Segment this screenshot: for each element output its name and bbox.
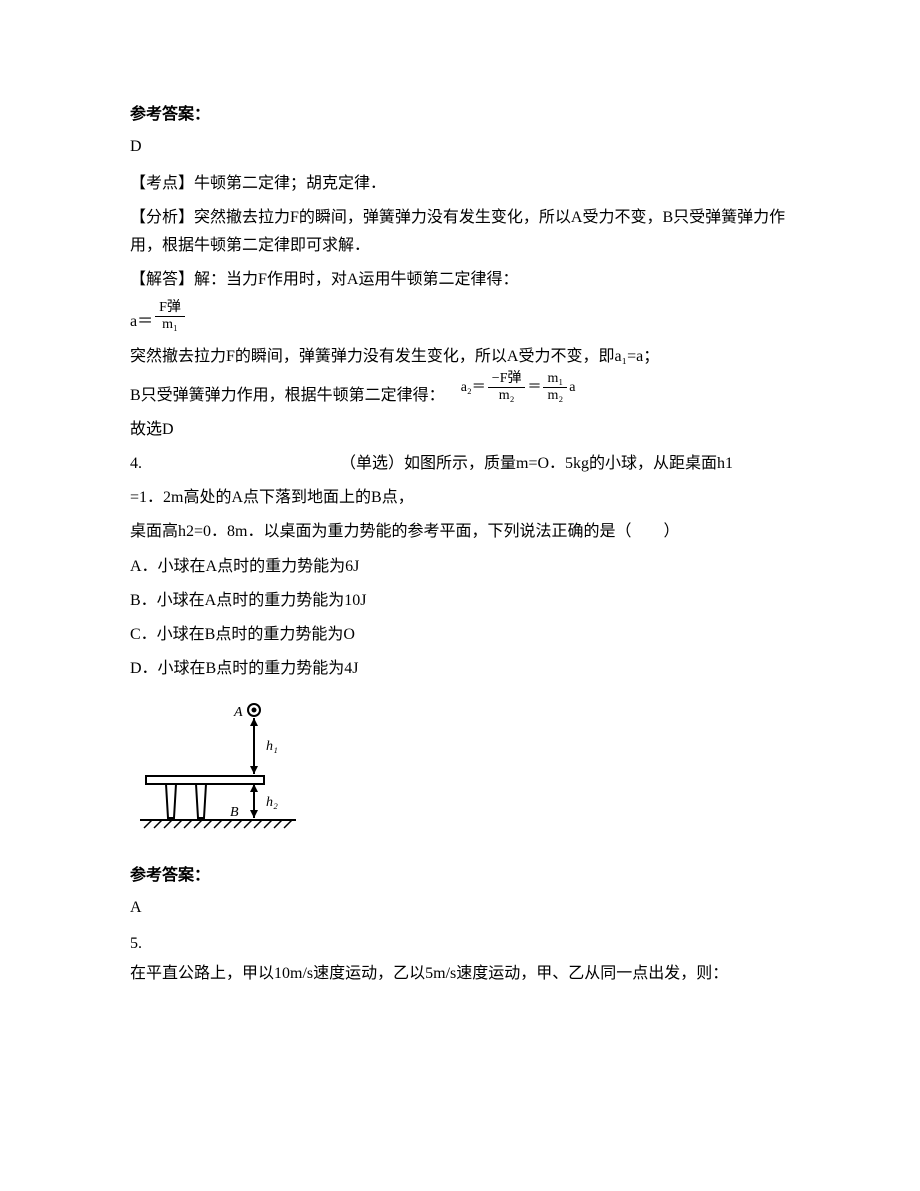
q4-option-b: B．小球在A点时的重力势能为10J: [130, 586, 790, 616]
answer-header-2: 参考答案：: [130, 861, 790, 885]
q3-concept: 【考点】牛顿第二定律；胡克定律．: [130, 170, 790, 198]
eq2-den1: m₂: [495, 388, 519, 404]
q3-answer-letter: D: [130, 138, 790, 156]
eq1-prefix: a＝: [130, 307, 153, 331]
diagram-label-h2: h₂: [266, 795, 278, 810]
diagram-label-h1: h₁: [266, 739, 278, 754]
q3-equation-2-row: B只受弹簧弹力作用，根据牛顿第二定律得： a₂＝ −F弹 m₂ ＝ m₁ m₂ …: [130, 377, 790, 410]
answer-header-1: 参考答案：: [130, 100, 790, 124]
q4-stem-a: （单选）如图所示，质量m=O．5kg的小球，从距桌面h1: [340, 455, 733, 472]
diagram-label-b: B: [230, 805, 239, 820]
q4-stem-b: =1．2m高处的A点下落到地面上的B点，: [130, 484, 790, 512]
eq2-lhs: a₂＝: [461, 374, 486, 402]
eq2-eq: ＝: [527, 374, 541, 402]
q4-option-c: C．小球在B点时的重力势能为O: [130, 620, 790, 650]
q4-number: 4.: [130, 455, 142, 472]
q3-final: 故选D: [130, 416, 790, 444]
q3-equation-1: a＝ F弹 m₁: [130, 300, 790, 333]
q4-option-d: D．小球在B点时的重力势能为4J: [130, 654, 790, 684]
eq2-prefix: B只受弹簧弹力作用，根据牛顿第二定律得：: [130, 382, 445, 410]
q4-stem-row1: 4. （单选）如图所示，质量m=O．5kg的小球，从距桌面h1: [130, 450, 790, 478]
eq2-den2: m₂: [543, 388, 567, 404]
diagram-label-a: A: [233, 705, 243, 720]
eq1-den: m₁: [158, 317, 182, 333]
q4-diagram: A h₁ h₂ B: [136, 698, 790, 843]
eq2-num1: −F弹: [488, 371, 526, 388]
eq2-num2: m₁: [543, 371, 567, 388]
q5-number: 5.: [130, 931, 790, 957]
eq1-num: F弹: [155, 300, 185, 317]
eq2-suffix: a: [569, 374, 575, 402]
q3-solve: 【解答】解：当力F作用时，对A运用牛顿第二定律得：: [130, 266, 790, 294]
q3-mid-line: 突然撤去拉力F的瞬间，弹簧弹力没有发生变化，所以A受力不变，即a₁=a；: [130, 343, 790, 371]
q4-answer-letter: A: [130, 899, 790, 917]
q4-option-a: A．小球在A点时的重力势能为6J: [130, 552, 790, 582]
q5-stem: 在平直公路上，甲以10m/s速度运动，乙以5m/s速度运动，甲、乙从同一点出发，…: [130, 961, 790, 987]
q3-analysis: 【分析】突然撤去拉力F的瞬间，弹簧弹力没有发生变化，所以A受力不变，B只受弹簧弹…: [130, 204, 790, 260]
q4-stem-c: 桌面高h2=0．8m．以桌面为重力势能的参考平面，下列说法正确的是（ ）: [130, 518, 790, 546]
